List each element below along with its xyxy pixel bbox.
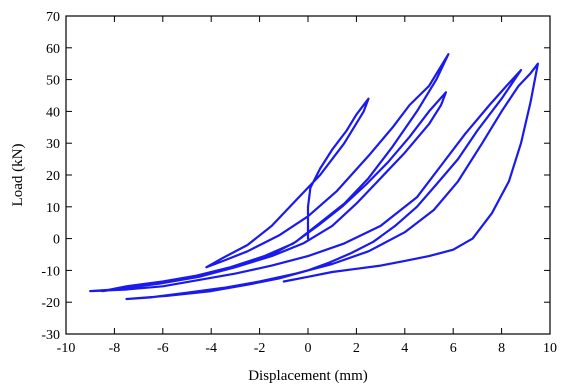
x-tick-label: 8 [498, 341, 505, 356]
series-line-0 [89, 53, 540, 301]
y-tick-label: -20 [41, 296, 60, 311]
y-tick-label: 70 [46, 10, 60, 25]
x-tick-label: -8 [109, 341, 121, 356]
y-tick-label: 20 [46, 169, 60, 184]
x-tick-label: 0 [305, 341, 312, 356]
x-tick-label: 4 [401, 341, 408, 356]
x-tick-label: 2 [353, 341, 360, 356]
x-tick-label: -4 [205, 341, 217, 356]
y-tick-label: -10 [41, 264, 60, 279]
x-axis-title: Displacement (mm) [248, 368, 368, 384]
plot-area [89, 53, 540, 301]
axis-ticks [65, 15, 551, 335]
x-tick-label: -2 [254, 341, 266, 356]
y-tick-labels: -30 -20 -10 0 10 20 30 40 50 60 70 [41, 10, 60, 343]
y-tick-label: 10 [46, 201, 60, 216]
y-tick-label: -30 [41, 328, 60, 343]
y-tick-label: 50 [46, 74, 60, 89]
y-tick-label: 60 [46, 42, 60, 57]
x-tick-labels: -10 -8 -6 -4 -2 0 2 4 6 8 10 [57, 341, 557, 356]
y-axis-title: Load (kN) [10, 144, 26, 207]
y-tick-label: 30 [46, 137, 60, 152]
x-tick-label: -6 [157, 341, 169, 356]
x-tick-label: 6 [450, 341, 457, 356]
y-tick-label: 0 [53, 233, 60, 248]
x-tick-label: 10 [543, 341, 557, 356]
y-tick-label: 40 [46, 105, 60, 120]
x-tick-label: -10 [57, 341, 76, 356]
